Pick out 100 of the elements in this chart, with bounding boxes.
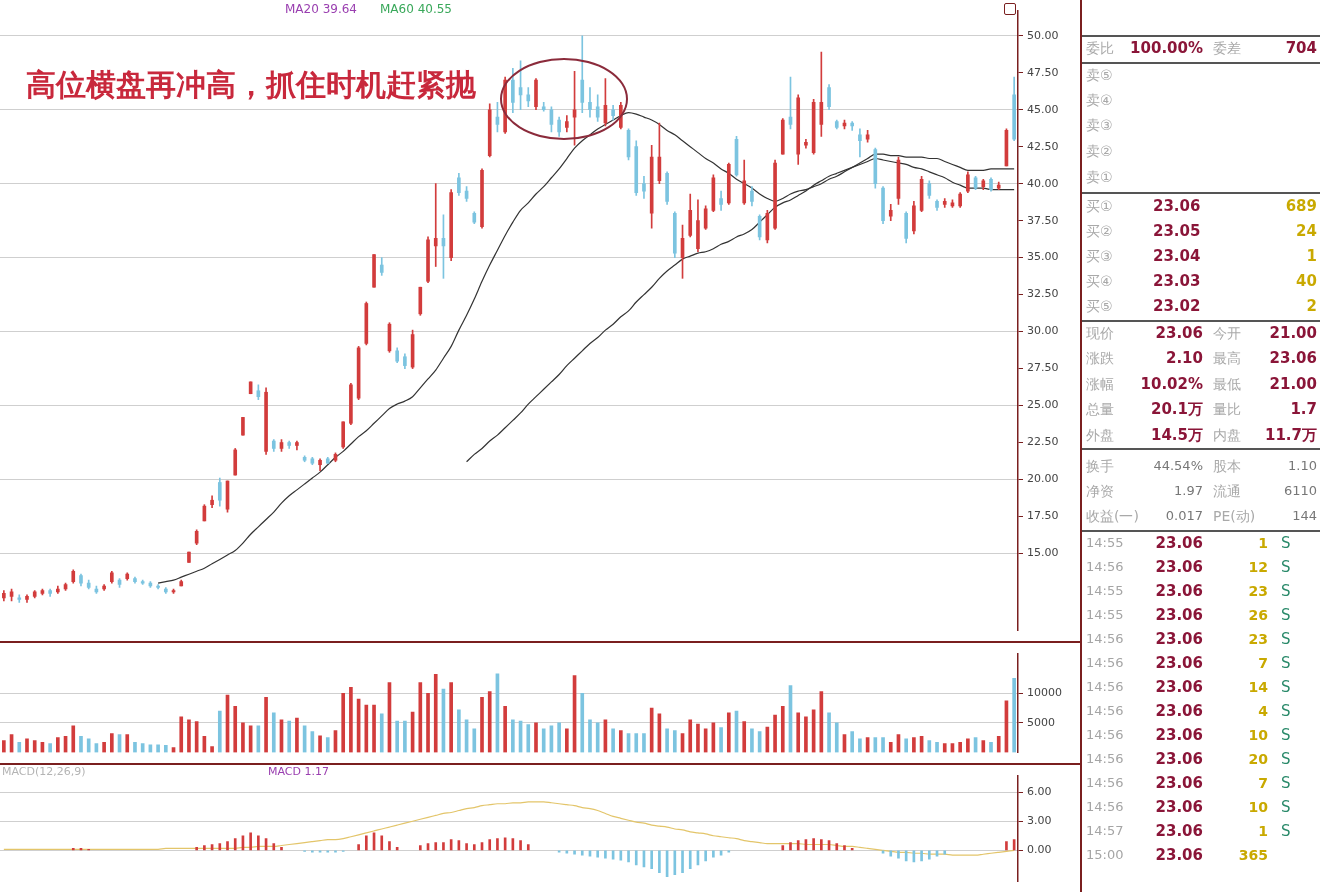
text: 1.97 xyxy=(1174,482,1203,500)
bar xyxy=(858,738,862,753)
text: 144 xyxy=(1292,507,1317,525)
text: 7 xyxy=(1258,774,1268,793)
text: 1 xyxy=(1258,534,1268,553)
text: 23.06 xyxy=(1155,533,1203,553)
text: 23.06 689 xyxy=(1153,197,1317,215)
bar xyxy=(110,733,114,753)
text: S xyxy=(1281,773,1291,793)
text: S xyxy=(1281,725,1291,745)
text: 今开 xyxy=(1213,324,1241,343)
text: 23.06 xyxy=(1155,557,1203,577)
bar xyxy=(726,712,731,753)
text: 23.04 1 xyxy=(1153,247,1317,265)
bar xyxy=(781,845,785,851)
bar xyxy=(850,731,855,753)
text: 23.06 xyxy=(1155,629,1203,649)
text: 11.7万 xyxy=(1264,425,1317,445)
text: 44.54% xyxy=(1153,457,1203,475)
bar xyxy=(395,720,399,753)
y-tick-label: 35.00 xyxy=(1027,250,1059,264)
bar xyxy=(140,743,145,753)
text: 26 xyxy=(1248,606,1268,625)
bar xyxy=(349,686,353,753)
bar xyxy=(673,850,677,875)
text: 买② xyxy=(1086,222,1113,241)
text: 14:56 xyxy=(1086,798,1124,816)
bar xyxy=(56,737,60,753)
bar xyxy=(526,844,530,851)
text: 23.06 xyxy=(1155,677,1203,697)
bar xyxy=(48,743,52,753)
bar xyxy=(904,850,908,862)
bar xyxy=(619,850,623,861)
text: 14.5万 xyxy=(1150,425,1203,445)
bar xyxy=(25,738,29,753)
bar xyxy=(71,725,76,753)
text: S xyxy=(1281,605,1291,625)
bar xyxy=(835,843,839,851)
bar xyxy=(796,840,800,851)
y-tick-label: 40.00 xyxy=(1027,176,1059,190)
bar xyxy=(989,742,993,753)
bar xyxy=(264,697,268,753)
bar xyxy=(526,724,531,753)
bar xyxy=(958,742,962,753)
bar xyxy=(102,742,106,753)
text: 23.06 xyxy=(1155,701,1203,721)
text: S xyxy=(1281,821,1291,841)
bar xyxy=(195,847,198,851)
text: 14:56 xyxy=(1086,774,1124,792)
bar xyxy=(935,742,939,753)
bar xyxy=(996,736,1001,753)
bar xyxy=(71,848,75,851)
text: 23.06 xyxy=(1155,845,1203,865)
bar xyxy=(595,722,600,753)
bar xyxy=(557,722,561,753)
text: 100.00% xyxy=(1130,38,1203,58)
bar xyxy=(727,850,731,853)
text: 内盘 xyxy=(1213,426,1241,445)
bar xyxy=(163,744,168,753)
annotation: MA60 40.55 xyxy=(380,2,452,17)
bar xyxy=(920,850,923,862)
text: 6110 xyxy=(1283,482,1317,500)
bar xyxy=(241,722,245,753)
text: 卖④ xyxy=(1086,91,1113,110)
text: S xyxy=(1281,701,1291,721)
bar xyxy=(596,850,600,858)
text: 买① xyxy=(1086,197,1113,216)
y-tick-label: 22.50 xyxy=(1027,435,1059,449)
text: 15:00 xyxy=(1086,846,1124,864)
text: 14:56 xyxy=(1086,702,1124,720)
text: 买⑤ xyxy=(1086,297,1113,316)
bar xyxy=(472,844,476,851)
bar xyxy=(210,746,214,753)
bar xyxy=(488,839,492,851)
text: 1.7 xyxy=(1290,399,1317,419)
bar xyxy=(719,727,723,753)
bar xyxy=(187,719,191,753)
text: 12 xyxy=(1248,558,1268,577)
text: 10.02% xyxy=(1140,374,1203,394)
text: 最高 xyxy=(1213,349,1241,368)
text: 14:55 xyxy=(1086,534,1124,552)
text: 14:55 xyxy=(1086,582,1124,600)
text: 卖① xyxy=(1086,168,1113,187)
bar xyxy=(704,850,707,862)
bar xyxy=(433,673,438,753)
text: 卖⑤ xyxy=(1086,66,1113,85)
bar xyxy=(796,712,801,753)
bar xyxy=(272,843,276,851)
text: 23.02 2 xyxy=(1153,297,1317,315)
text: 最低 xyxy=(1213,375,1241,394)
text: 23.06 xyxy=(1155,821,1203,841)
bar xyxy=(86,738,91,753)
text: PE(动) xyxy=(1213,507,1256,526)
bar xyxy=(634,850,638,866)
bar xyxy=(1005,841,1008,851)
text: S xyxy=(1281,629,1291,649)
text: 流通 xyxy=(1213,482,1241,501)
bar xyxy=(403,720,407,753)
bar xyxy=(672,730,677,753)
text: S xyxy=(1281,677,1291,697)
